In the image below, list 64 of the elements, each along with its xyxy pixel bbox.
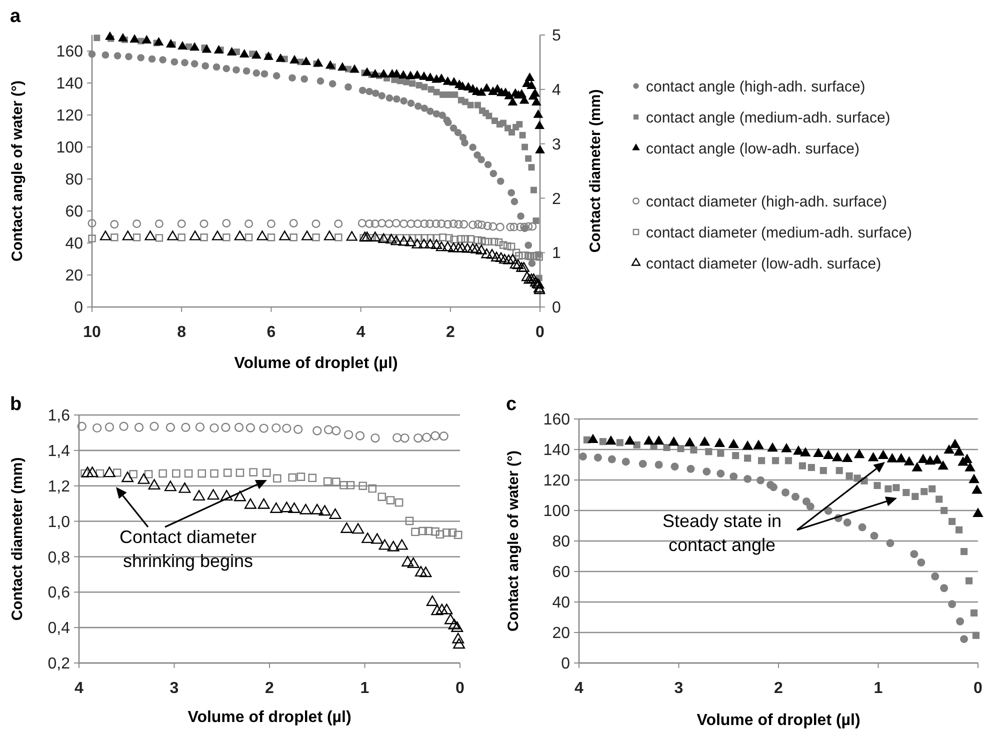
- x-tick-label: 2: [446, 324, 455, 341]
- legend-label: contact diameter (medium-adh. surface): [646, 224, 912, 242]
- x-tick-label: 3: [170, 680, 179, 697]
- y-tick-label: 20: [552, 625, 570, 642]
- x-tick-label: 0: [456, 680, 465, 697]
- annotation: Contact diameter shrinking begins: [119, 527, 257, 571]
- x-tick-label: 2: [774, 680, 784, 697]
- y-tick-label: 80: [65, 172, 84, 189]
- y2-tick-label: 5: [552, 28, 561, 45]
- x-axis-title: Volume of droplet (µl): [234, 355, 398, 372]
- chart-title: a: [10, 6, 21, 27]
- annotation: Steady state in contact angle: [662, 511, 782, 555]
- y-tick-label: 100: [56, 140, 84, 157]
- y-tick-label: 120: [543, 472, 570, 490]
- x-tick-label: 4: [74, 680, 84, 697]
- y-axis-title: Contact angle of water (°): [505, 450, 522, 632]
- legend-label: contact diameter (low-adh. surface): [646, 255, 882, 272]
- legend-label: contact diameter (high-adh. surface): [646, 193, 887, 210]
- legend-label: contact angle (high-adh. surface): [646, 78, 866, 96]
- chart-title: b: [10, 394, 22, 415]
- x-tick-label: 6: [266, 324, 276, 341]
- y-tick-label: 40: [552, 594, 570, 612]
- y-tick-label: 0: [74, 300, 84, 317]
- x-tick-label: 1: [874, 680, 883, 697]
- y2-tick-label: 1: [552, 245, 561, 262]
- y-tick-label: 160: [56, 44, 84, 61]
- y-tick-label: 1,0: [48, 514, 70, 531]
- x-axis-title: Volume of droplet (µl): [188, 709, 352, 726]
- y-tick-label: 140: [56, 76, 84, 93]
- y2-tick-label: 4: [552, 82, 561, 99]
- y-tick-label: 0,2: [48, 656, 70, 673]
- y2-tick-label: 3: [552, 136, 561, 154]
- x-tick-label: 4: [574, 680, 584, 697]
- y2-axis-title: Contact diameter (mm): [587, 89, 604, 253]
- legend-label: contact angle (low-adh. surface): [646, 140, 860, 158]
- x-tick-label: 8: [177, 324, 186, 341]
- y-tick-label: 100: [543, 503, 570, 520]
- y-tick-label: 1,6: [48, 408, 70, 425]
- x-tick-label: 1: [360, 680, 370, 697]
- y-tick-label: 0,4: [48, 620, 70, 638]
- y-tick-label: 0,8: [48, 549, 70, 566]
- y-tick-label: 1,4: [48, 443, 70, 460]
- legend-label: contact angle (medium-adh. surface): [646, 109, 890, 126]
- y2-tick-label: 2: [552, 190, 561, 208]
- y-tick-label: 1,2: [48, 478, 70, 496]
- y-tick-label: 160: [543, 412, 570, 429]
- y-tick-label: 0: [561, 656, 570, 673]
- y-tick-label: 120: [56, 108, 84, 125]
- x-axis-title: Volume of droplet (µl): [696, 712, 860, 729]
- chart-title: c: [506, 394, 517, 415]
- x-tick-label: 2: [265, 680, 274, 697]
- y-tick-label: 40: [65, 236, 84, 253]
- y-tick-label: 80: [552, 534, 570, 551]
- x-tick-label: 4: [356, 324, 366, 341]
- y-tick-label: 0,6: [48, 584, 70, 602]
- y-axis-title: Contact diameter (mm): [9, 457, 26, 621]
- y-tick-label: 60: [552, 564, 570, 582]
- x-tick-label: 10: [83, 324, 101, 341]
- x-tick-label: 3: [674, 680, 684, 697]
- y-tick-label: 60: [65, 204, 84, 221]
- y-tick-label: 140: [543, 442, 570, 460]
- y-tick-label: 20: [65, 268, 84, 285]
- y-axis-title: Contact angle of water (°): [9, 80, 26, 262]
- x-tick-label: 0: [974, 680, 983, 697]
